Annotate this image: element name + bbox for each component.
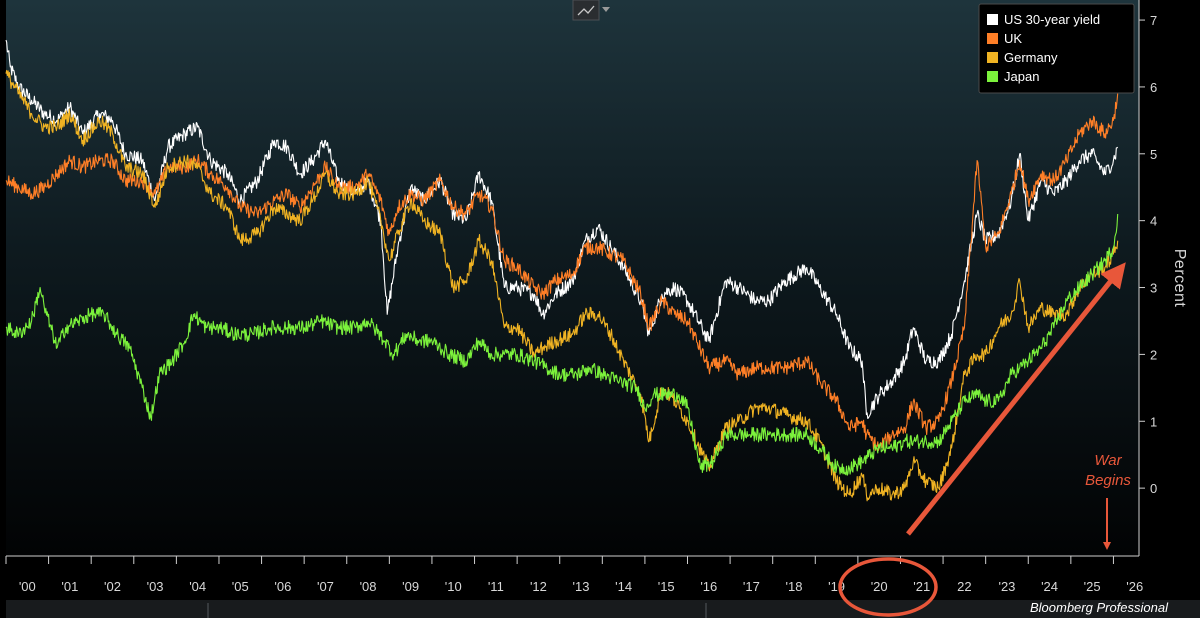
series-line-japan [5,213,1119,476]
x-tick-label: '12 [530,579,547,594]
x-tick-label: '18 [786,579,803,594]
x-tick-label: '13 [573,579,590,594]
x-tick-label: '01 [61,579,78,594]
x-tick-label: '08 [360,579,377,594]
x-tick-label: '03 [147,579,164,594]
y-tick-label: 5 [1150,147,1157,162]
x-tick-label: '09 [402,579,419,594]
y-tick-label: 3 [1150,281,1157,296]
footer-bar [6,600,1200,618]
series-line-uk [5,93,1119,451]
x-tick-label: '24 [1041,579,1058,594]
legend-label: Germany [1004,50,1058,65]
series-line-germany [5,69,1119,502]
x-tick-label: '07 [317,579,334,594]
series-line-us-30-year-yield [5,39,1119,419]
legend-swatch [987,52,998,63]
chart-type-selector[interactable] [572,0,610,21]
legend-swatch [987,71,998,82]
x-tick-label: '16 [700,579,717,594]
x-tick-label: '20 [871,579,888,594]
x-tick-label: '04 [189,579,206,594]
highlight-ellipse [838,557,938,617]
legend-box [978,3,1135,94]
y-tick-label: 0 [1150,481,1157,496]
x-tick-label: '26 [1126,579,1143,594]
x-tick-label: '10 [445,579,462,594]
x-tick-label: '00 [19,579,36,594]
x-axis-band [6,556,1139,600]
x-tick-label: '21 [913,579,930,594]
x-tick-label: '14 [615,579,632,594]
trend-arrow [906,262,1126,536]
annotation-begins: Begins [1085,472,1131,489]
x-tick-label: 22 [957,579,971,594]
y-tick-label: 7 [1150,13,1157,28]
chevron-down-icon [602,7,610,12]
source-credit: Bloomberg Professional [1030,600,1169,615]
legend-label: US 30-year yield [1004,12,1100,27]
legend[interactable]: US 30-year yield UK Germany Japan [978,3,1135,94]
y-tick-label: 2 [1150,347,1157,362]
x-tick-label: '02 [104,579,121,594]
x-tick-label: '23 [998,579,1015,594]
annotation-layer: War Begins [838,262,1131,617]
line-chart-icon [577,5,595,16]
x-tick-label: '11 [488,579,504,594]
y-tick-label: 6 [1150,80,1157,95]
x-tick-label: '15 [658,579,675,594]
x-tick-label: '05 [232,579,249,594]
legend-label: Japan [1004,69,1039,84]
y-tick-label: 1 [1150,414,1157,429]
legend-swatch [987,14,998,25]
annotation-war: War [1094,452,1122,469]
x-tick-label: '06 [274,579,291,594]
x-tick-label: '25 [1084,579,1101,594]
y-tick-label: 4 [1150,214,1157,229]
y-axis-label: Percent [1171,249,1188,308]
x-tick-label: '17 [743,579,760,594]
legend-label: UK [1004,31,1022,46]
legend-swatch [987,33,998,44]
y-axis-ticks: 0 1 2 3 4 5 6 7 [1139,13,1157,496]
series-group [5,39,1119,502]
